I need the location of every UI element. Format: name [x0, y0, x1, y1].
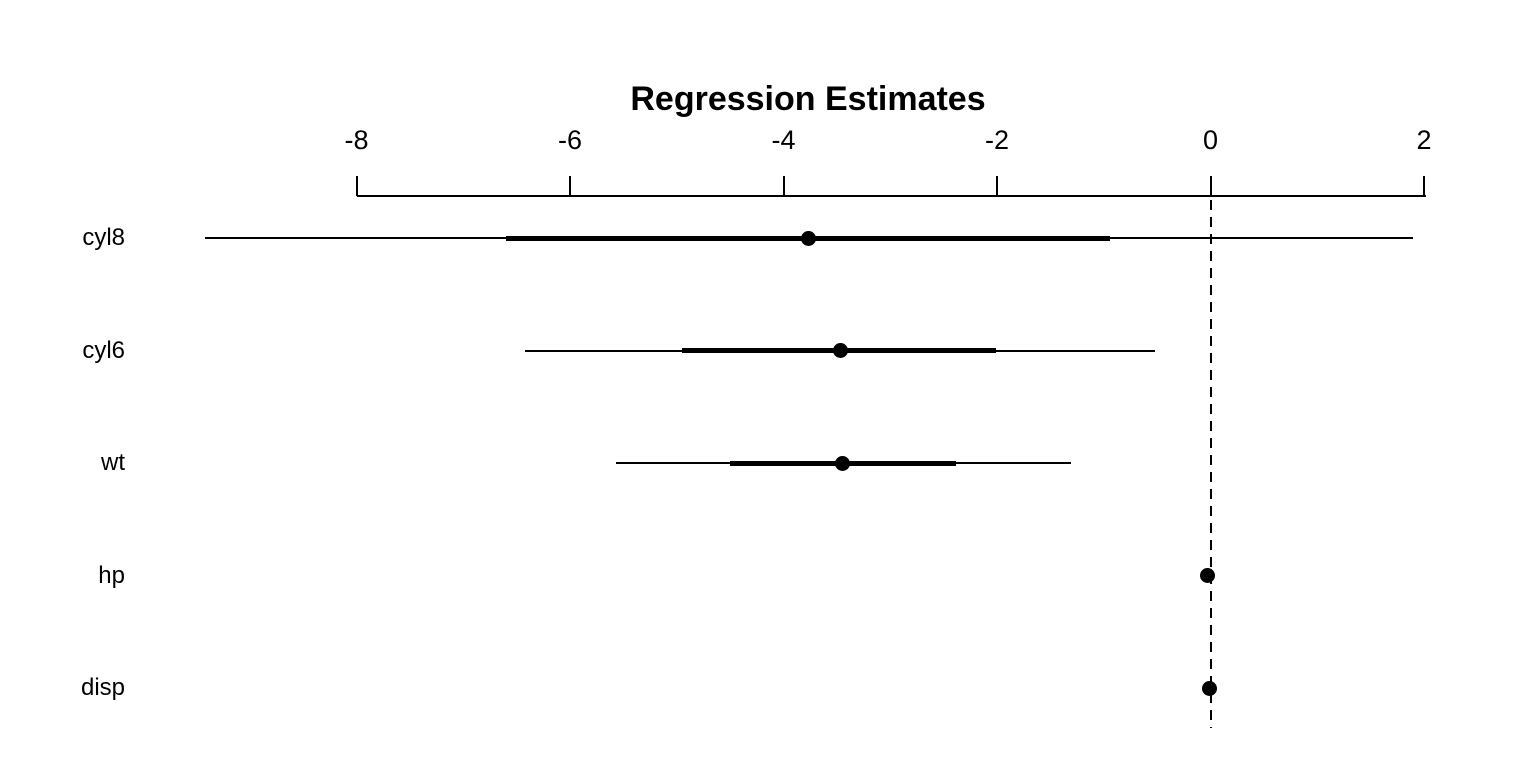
chart-title: Regression Estimates [630, 80, 986, 118]
zero-line-dashed [1209, 200, 1212, 728]
x-axis-tick-label: -6 [557, 125, 583, 155]
estimate-dot-hp [1199, 568, 1215, 583]
x-axis-tick [569, 176, 571, 196]
coefficient-label-cyl6: cyl6 [82, 336, 125, 364]
x-axis-tick [355, 176, 358, 196]
coefficient-label-hp: hp [98, 561, 125, 589]
estimate-dot-cyl6 [832, 343, 848, 358]
x-axis-tick-label: 0 [1202, 125, 1219, 155]
x-axis-tick [996, 176, 998, 196]
x-axis-tick-label: 2 [1416, 125, 1432, 155]
x-axis-tick-label: -4 [771, 125, 796, 155]
coefficient-label-cyl8: cyl8 [82, 224, 125, 251]
coefficient-label-disp: disp [80, 674, 125, 701]
x-axis-tick-label: -8 [344, 125, 369, 155]
x-axis-line [356, 195, 1426, 197]
x-axis-tick [782, 176, 785, 196]
x-axis-tick-label: -2 [984, 125, 1010, 155]
estimate-dot-cyl8 [800, 230, 816, 246]
x-axis-tick [1209, 176, 1212, 196]
estimate-dot-disp [1201, 680, 1217, 696]
x-axis-tick [1423, 176, 1425, 196]
estimate-dot-wt [834, 455, 850, 471]
coefficient-label-wt: wt [101, 449, 125, 476]
